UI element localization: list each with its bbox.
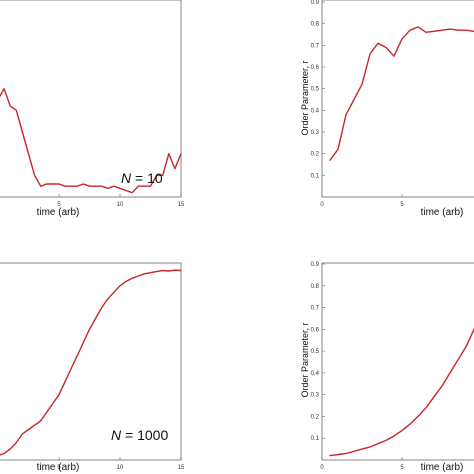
y-tick-label: 0.6 [311,65,320,71]
x-tick-label: 0 [320,202,324,208]
y-tick-label: 0.7 [311,43,320,49]
series-line-group [329,26,474,161]
x-axis-label: time (arb) [421,207,464,218]
y-tick-label: 0.2 [311,152,320,158]
y-axis-label: Order Parameter, r [300,60,310,135]
panel-top-left: 5 10 15 time (arb) N = 10 [0,0,185,218]
annotation-value: = 10 [131,170,163,186]
x-tick-group: 5 10 15 [57,457,185,471]
y-tick-label: 0.4 [311,371,320,377]
series-line-group [0,269,182,456]
plot-frame [321,262,474,461]
series-line [329,327,474,457]
x-tick-label: 15 [178,202,185,208]
y-tick-label: 0.9 [311,0,320,6]
x-tick-label: 0 [320,465,324,471]
series-line-group [329,327,474,457]
sample-size-annotation: N = 1000 [111,427,168,443]
y-tick-label: 0.4 [311,108,320,114]
annotation-variable: N [111,427,122,443]
y-tick-label: 0.8 [311,284,320,290]
y-tick-group: 0.1 0.2 0.3 0.4 0.5 0.6 0.7 0.8 0.9 [311,0,325,179]
y-tick-label: 0.7 [311,306,320,312]
y-tick-label: 0.1 [311,436,320,442]
sample-size-annotation: N = 10 [121,170,163,186]
y-tick-label: 0.6 [311,327,320,333]
x-tick-label: 5 [57,465,61,471]
x-tick-label: 15 [178,465,185,471]
y-tick-label: 0.2 [311,414,320,420]
plot-frame [0,0,182,198]
x-axis-label: time (arb) [37,207,80,218]
series-line-group [0,87,182,194]
x-tick-label: 5 [400,465,404,471]
annotation-value: = 1000 [121,427,168,443]
y-tick-label: 0.8 [311,22,320,28]
y-tick-label: 0.1 [311,173,320,179]
series-line [0,87,182,194]
panel-bottom-left: 5 10 15 time (arb) N = 1000 [0,262,185,473]
x-tick-label: 5 [400,202,404,208]
y-tick-label: 0.3 [311,130,320,136]
y-tick-label: 0.9 [311,262,320,268]
y-tick-label: 0.5 [311,349,320,355]
plot-frame [0,262,182,461]
x-tick-label: 5 [57,202,61,208]
x-tick-label: 10 [117,465,124,471]
annotation-variable: N [121,170,132,186]
x-axis-label: time (arb) [37,462,80,473]
y-tick-label: 0.5 [311,87,320,93]
x-tick-group: 5 10 15 [57,194,185,208]
y-axis-label: Order Parameter, r [300,322,310,397]
series-line [329,26,474,161]
x-axis-label: time (arb) [421,462,464,473]
x-tick-label: 10 [117,202,124,208]
y-tick-group: 0.1 0.2 0.3 0.4 0.5 0.6 0.7 0.8 0.9 [311,262,325,442]
series-line [0,269,182,456]
y-tick-label: 0.3 [311,393,320,399]
